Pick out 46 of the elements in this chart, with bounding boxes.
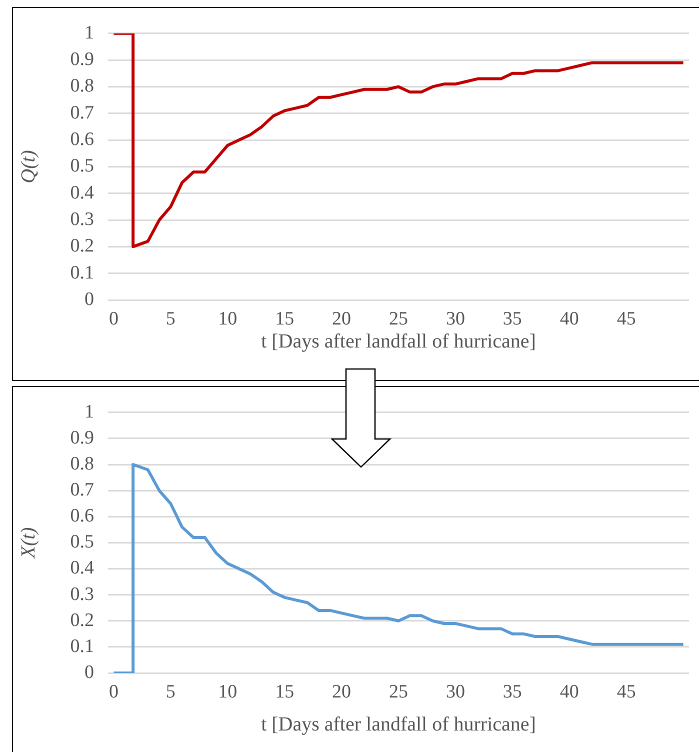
x-tick-label: 20 <box>332 308 352 330</box>
x-tick-label: 25 <box>389 308 408 330</box>
y-tick-label: 1 <box>84 401 94 422</box>
x-tick-label: 0 <box>108 308 118 330</box>
y-tick-label: 0.1 <box>70 636 94 657</box>
x-tick-label: 45 <box>616 308 636 330</box>
x-tick-label: 35 <box>502 681 522 702</box>
y-tick-label: 0.3 <box>70 209 94 230</box>
x-tick-label: 45 <box>616 681 636 702</box>
x-tick-label: 5 <box>166 308 176 330</box>
x-tick-label: 40 <box>560 308 579 330</box>
x-tick-label: 25 <box>389 681 408 702</box>
y-tick-label: 0.2 <box>70 236 94 257</box>
y-tick-label: 0 <box>84 662 94 683</box>
x-axis-title: t [Days after landfall of hurricane] <box>261 330 536 352</box>
y-tick-label: 0.6 <box>70 129 94 150</box>
y-tick-label: 0.5 <box>70 532 94 553</box>
x-tick-label: 0 <box>108 681 118 702</box>
x-tick-label: 10 <box>218 308 238 330</box>
y-tick-label: 0.7 <box>70 102 94 124</box>
x-axis-title: t [Days after landfall of hurricane] <box>261 713 536 736</box>
x-tick-label: 30 <box>446 681 465 702</box>
y-tick-label: 0.4 <box>70 182 94 204</box>
y-tick-label: 0.1 <box>70 262 94 284</box>
y-tick-label: 0.9 <box>70 427 94 448</box>
x-tick-label: 30 <box>446 308 465 330</box>
y-tick-label: 0.5 <box>70 156 94 177</box>
y-tick-label: 0.6 <box>70 506 94 527</box>
x-tick-label: 35 <box>502 308 522 330</box>
y-axis-title: X(t) <box>17 526 40 560</box>
y-tick-label: 0.3 <box>70 584 94 605</box>
y-tick-label: 0.4 <box>70 558 94 579</box>
y-tick-label: 0.8 <box>70 76 94 97</box>
x-tick-label: 10 <box>218 681 238 702</box>
x-tick-label: 5 <box>166 681 176 702</box>
y-axis-title: Q(t) <box>17 150 40 184</box>
y-tick-label: 0.7 <box>70 480 94 501</box>
x-tick-label: 15 <box>275 308 294 330</box>
y-tick-label: 0.9 <box>70 49 94 70</box>
y-tick-label: 1 <box>84 22 94 44</box>
x-tick-label: 20 <box>332 681 352 702</box>
y-tick-label: 0.8 <box>70 454 94 475</box>
x-tick-label: 40 <box>560 681 579 702</box>
x-tick-label: 15 <box>275 681 294 702</box>
y-tick-label: 0 <box>84 288 94 310</box>
y-tick-label: 0.2 <box>70 610 94 631</box>
